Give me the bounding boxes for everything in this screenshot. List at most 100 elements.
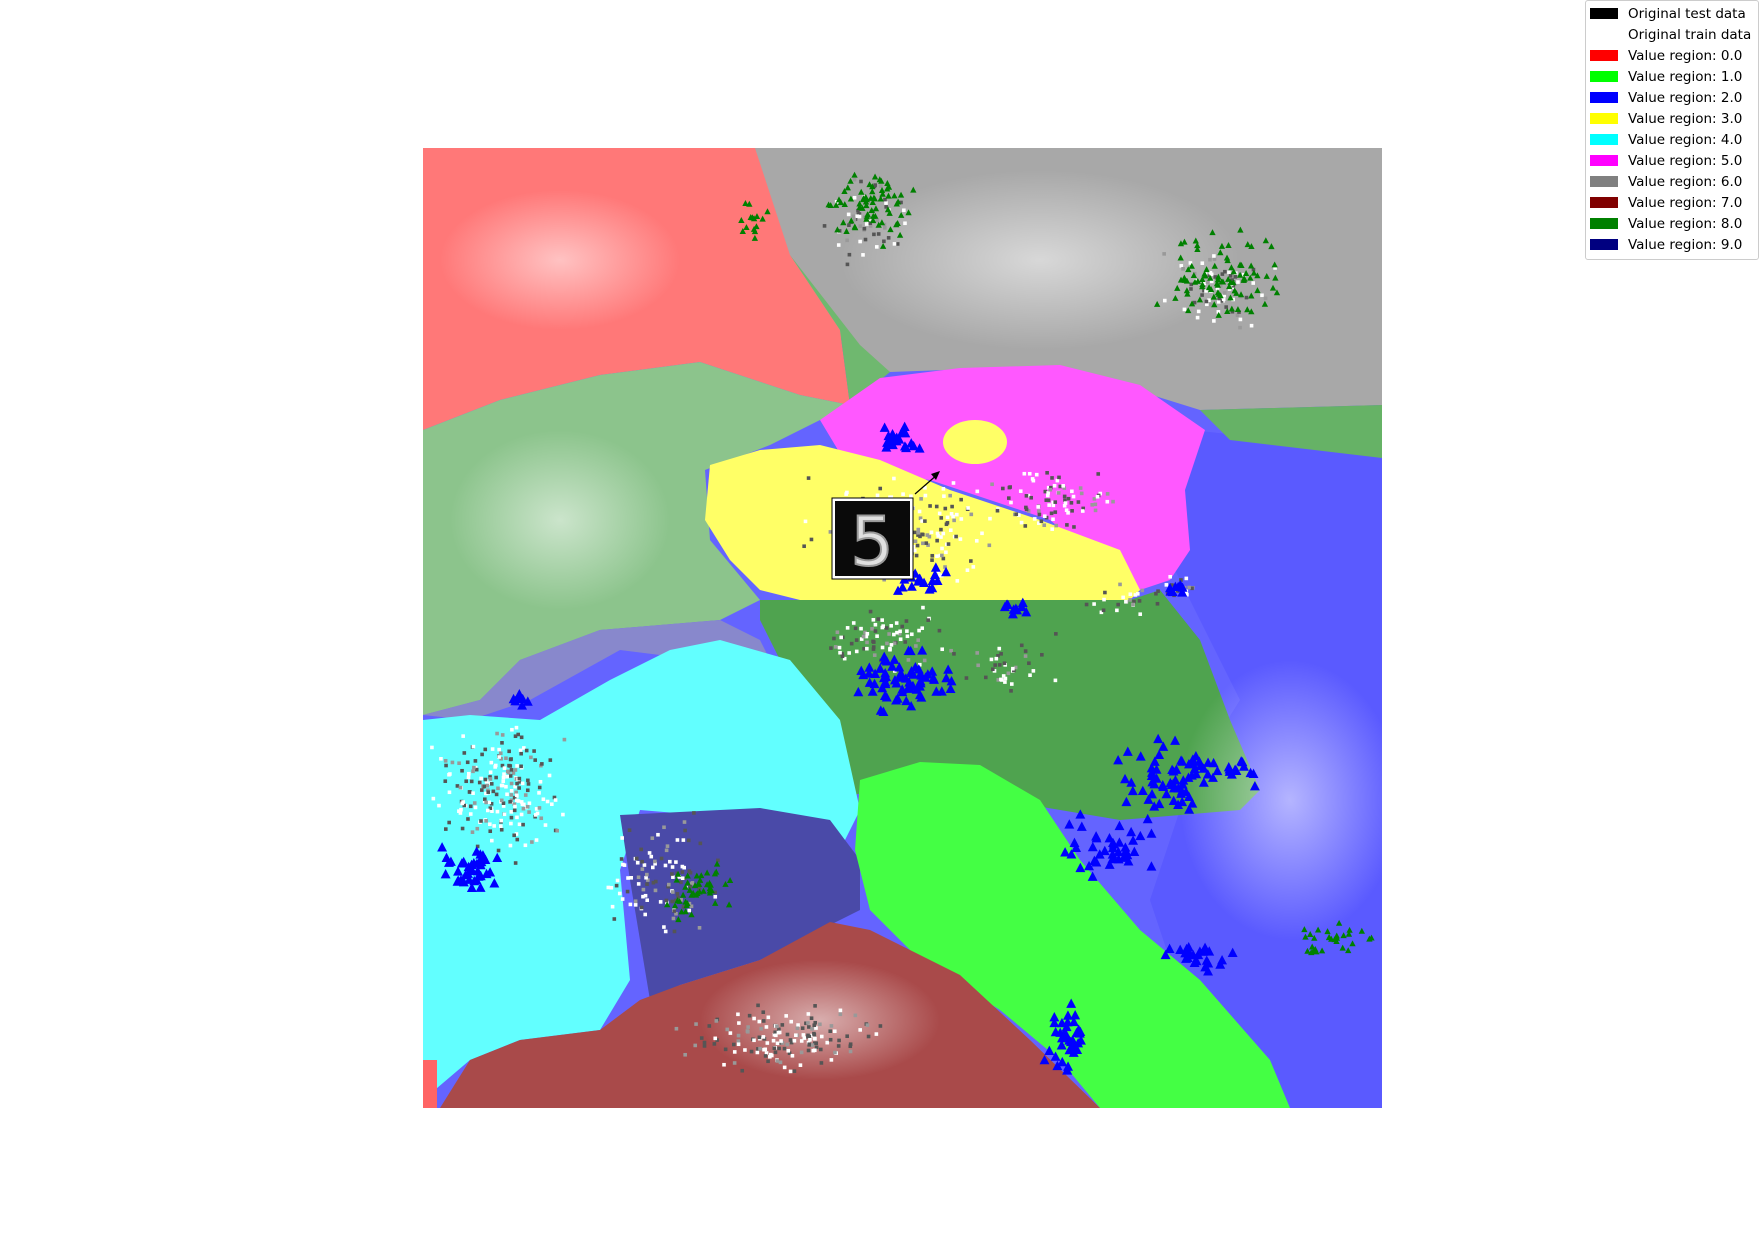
scatter-triangle bbox=[1194, 246, 1201, 253]
scatter-square bbox=[776, 1030, 781, 1035]
scatter-triangle bbox=[1185, 266, 1192, 273]
scatter-square bbox=[1037, 509, 1041, 513]
scatter-square bbox=[958, 537, 963, 541]
scatter-square bbox=[800, 1026, 805, 1030]
scatter-triangle bbox=[1191, 955, 1202, 966]
scatter-square bbox=[707, 1024, 712, 1028]
scatter-square bbox=[950, 504, 954, 509]
legend-item: Value region: 4.0 bbox=[1590, 129, 1752, 150]
scatter-triangle bbox=[878, 219, 886, 226]
scatter-triangle bbox=[682, 898, 689, 905]
scatter-square bbox=[437, 803, 441, 808]
scatter-triangle bbox=[1120, 842, 1131, 852]
scatter-triangle bbox=[1061, 1021, 1072, 1032]
scatter-square bbox=[862, 226, 867, 231]
scatter-square bbox=[515, 815, 519, 820]
scatter-triangle bbox=[863, 202, 870, 209]
scatter-triangle bbox=[1147, 788, 1157, 799]
scatter-triangle bbox=[1194, 277, 1201, 284]
scatter-square bbox=[852, 217, 857, 222]
scatter-square bbox=[892, 632, 896, 637]
scatter-square bbox=[1205, 302, 1209, 307]
scatter-square bbox=[1230, 309, 1235, 314]
scatter-square bbox=[508, 800, 512, 804]
scatter-triangle bbox=[1191, 768, 1202, 779]
scatter-square bbox=[1019, 520, 1024, 525]
scatter-square bbox=[507, 749, 511, 754]
scatter-square bbox=[517, 780, 522, 784]
scatter-square bbox=[1092, 497, 1097, 501]
scatter-square bbox=[1115, 608, 1119, 613]
scatter-square bbox=[885, 641, 889, 646]
scatter-triangle bbox=[764, 208, 771, 215]
scatter-square bbox=[1195, 315, 1200, 320]
scatter-square bbox=[682, 876, 687, 881]
scatter-square bbox=[1039, 519, 1044, 524]
scatter-square bbox=[1135, 592, 1140, 596]
scatter-square bbox=[533, 813, 538, 817]
scatter-square bbox=[509, 821, 513, 826]
scatter-square bbox=[610, 904, 615, 909]
scatter-square bbox=[1001, 674, 1006, 678]
scatter-square bbox=[430, 745, 434, 750]
scatter-square bbox=[1029, 495, 1033, 500]
scatter-square bbox=[1263, 296, 1268, 301]
scatter-square bbox=[759, 1026, 763, 1031]
scatter-square bbox=[643, 893, 648, 898]
scatter-square bbox=[828, 530, 833, 534]
scatter-triangle bbox=[844, 184, 851, 191]
legend-label: Value region: 7.0 bbox=[1628, 194, 1743, 211]
scatter-square bbox=[1182, 307, 1187, 312]
legend-label: Value region: 8.0 bbox=[1628, 215, 1743, 232]
scatter-square bbox=[810, 1027, 814, 1031]
scatter-square bbox=[773, 1030, 778, 1035]
scatter-triangle bbox=[1175, 944, 1186, 954]
scatter-triangle bbox=[1176, 788, 1187, 798]
scatter-square bbox=[614, 883, 619, 888]
scatter-square bbox=[851, 621, 856, 625]
scatter-triangle bbox=[884, 185, 891, 192]
scatter-square bbox=[466, 817, 470, 821]
scatter-square bbox=[512, 808, 517, 813]
scatter-triangle bbox=[1183, 758, 1194, 769]
scatter-square bbox=[523, 843, 528, 848]
scatter-square bbox=[884, 205, 888, 209]
scatter-square bbox=[489, 760, 494, 765]
scatter-square bbox=[697, 925, 702, 930]
scatter-square bbox=[501, 775, 506, 780]
scatter-square bbox=[806, 1012, 811, 1016]
scatter-triangle bbox=[684, 879, 691, 886]
scatter-square bbox=[486, 808, 490, 813]
scatter-square bbox=[845, 1034, 849, 1039]
scatter-square bbox=[862, 646, 866, 651]
scatter-triangle bbox=[832, 201, 840, 208]
scatter-triangle bbox=[1172, 294, 1179, 301]
scatter-triangle bbox=[1084, 860, 1094, 871]
scatter-triangle bbox=[1076, 1035, 1086, 1045]
region-class-8-middle bbox=[760, 590, 1260, 820]
scatter-square bbox=[469, 779, 474, 784]
scatter-square bbox=[628, 902, 633, 907]
scatter-triangle bbox=[1181, 943, 1192, 954]
scatter-square bbox=[740, 1068, 745, 1073]
scatter-square bbox=[725, 1027, 730, 1032]
scatter-square bbox=[762, 1036, 767, 1041]
scatter-square bbox=[519, 751, 523, 756]
scatter-square bbox=[1053, 500, 1058, 504]
scatter-square bbox=[811, 1048, 816, 1053]
scatter-square bbox=[549, 802, 554, 807]
scatter-square bbox=[814, 1045, 819, 1050]
scatter-square bbox=[756, 1047, 760, 1051]
scatter-square bbox=[895, 242, 900, 246]
scatter-square bbox=[997, 663, 1002, 667]
scatter-triangle bbox=[453, 866, 463, 876]
scatter-triangle bbox=[1215, 290, 1223, 297]
scatter-square bbox=[1184, 576, 1189, 581]
scatter-square bbox=[1031, 478, 1036, 483]
scatter-square bbox=[1053, 510, 1058, 514]
scatter-square bbox=[516, 732, 521, 737]
scatter-triangle bbox=[1149, 778, 1160, 789]
scatter-square bbox=[778, 1060, 783, 1065]
scatter-square bbox=[858, 1028, 862, 1032]
scatter-triangle bbox=[1200, 945, 1211, 955]
